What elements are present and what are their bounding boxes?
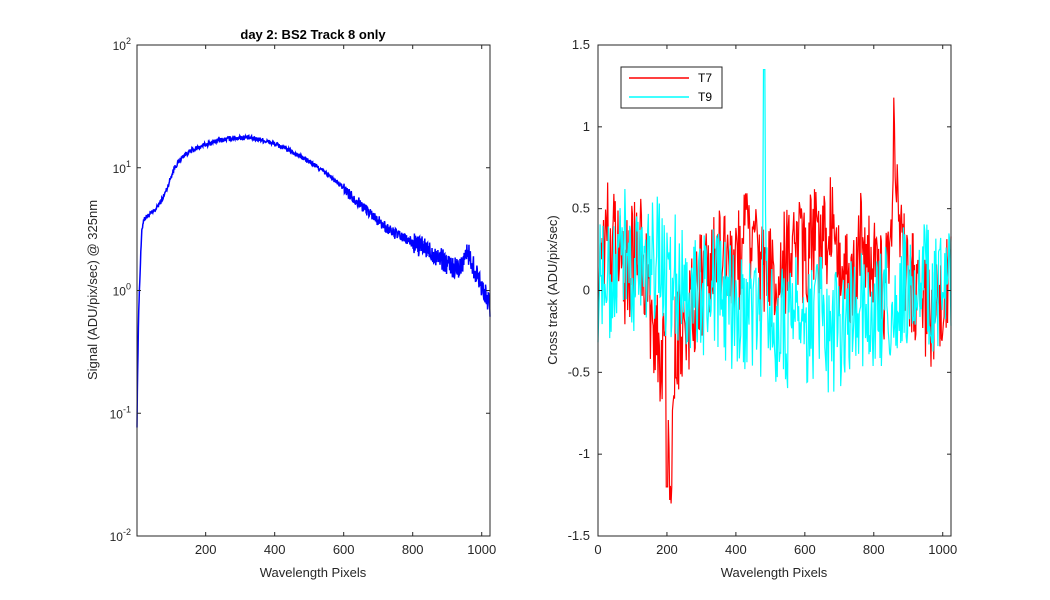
x-tick-label: 400 (264, 542, 286, 557)
left-chart-title: day 2: BS2 Track 8 only (240, 27, 386, 42)
left-series (136, 133, 491, 428)
y-tick-label: 1.5 (572, 37, 590, 52)
right-series (597, 68, 952, 504)
x-tick-label: 200 (195, 542, 217, 557)
x-tick-label: 400 (725, 542, 747, 557)
left-chart: 200 400 600 800 1000 10-2 10-1 100 101 102 day 2… (85, 27, 496, 580)
y-tick-label: 10-1 (110, 404, 131, 421)
series-line-t9 (597, 68, 952, 393)
y-tick-label: 101 (113, 159, 131, 176)
x-tick-label: 200 (656, 542, 678, 557)
x-tick-label: 600 (333, 542, 355, 557)
left-x-axis-label: Wavelength Pixels (260, 565, 367, 580)
left-y-axis-label: Signal (ADU/pix/sec) @ 325nm (85, 200, 100, 380)
y-tick-label: -0.5 (568, 364, 590, 379)
legend-box (620, 66, 723, 109)
y-tick-label: 10-2 (110, 527, 131, 544)
y-tick-label: 0.5 (572, 201, 590, 216)
x-tick-label: 800 (402, 542, 424, 557)
x-tick-label: 1000 (928, 542, 957, 557)
y-tick-label: 1 (583, 119, 590, 134)
right-chart: 0 200 400 600 800 1000 -1.5 -1 -0.5 0 0.5 1 1.5 Wav… (545, 37, 957, 580)
x-tick-label: 0 (594, 542, 601, 557)
right-x-axis-label: Wavelength Pixels (721, 565, 828, 580)
y-tick-label: 0 (583, 283, 590, 298)
y-tick-label: -1.5 (568, 528, 590, 543)
x-tick-label: 600 (794, 542, 816, 557)
y-tick-label: 102 (113, 36, 131, 53)
x-tick-label: 800 (863, 542, 885, 557)
series-line-track-8 (136, 133, 491, 428)
legend: T7 T9 (620, 66, 723, 109)
left-x-axis: 200 400 600 800 1000 (195, 45, 496, 557)
legend-label-t7: T7 (698, 71, 712, 85)
y-tick-label: -1 (578, 446, 590, 461)
y-tick-label: 100 (113, 282, 131, 299)
right-y-axis-label: Cross track (ADU/pix/sec) (545, 215, 560, 365)
x-tick-label: 1000 (467, 542, 496, 557)
series-line-t7 (597, 97, 952, 504)
legend-label-t9: T9 (698, 90, 712, 104)
right-x-axis: 0 200 400 600 800 1000 (594, 45, 957, 557)
right-y-axis: -1.5 -1 -0.5 0 0.5 1 1.5 (568, 37, 951, 543)
left-plot-area (137, 45, 490, 536)
